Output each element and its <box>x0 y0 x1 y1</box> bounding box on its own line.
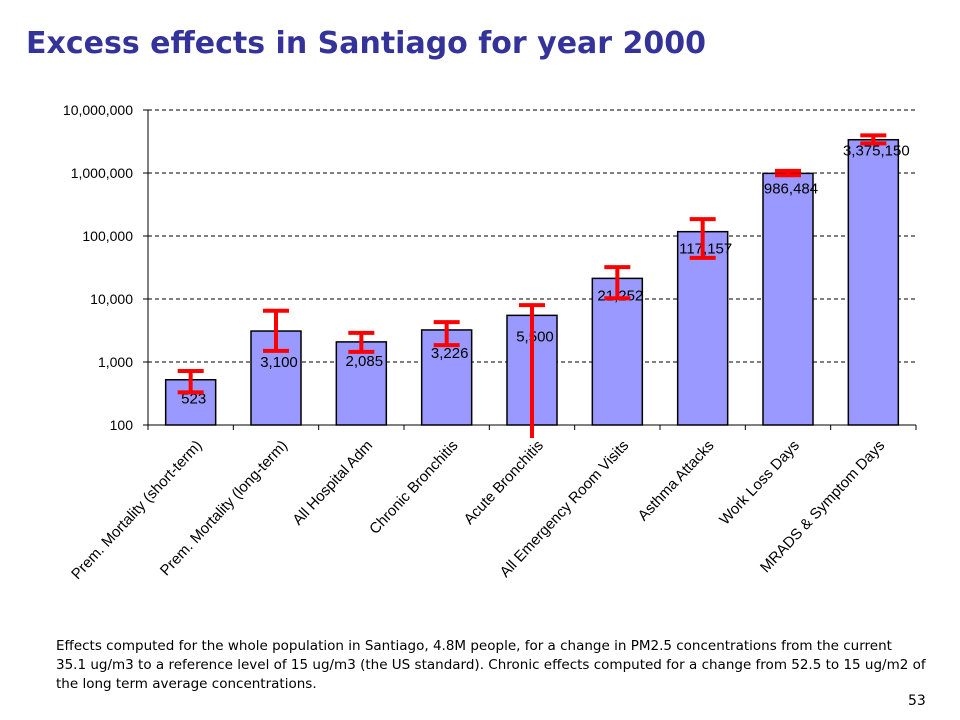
category-label: Asthma Attacks <box>635 437 718 524</box>
bar <box>420 329 473 426</box>
y-tick-label: 100 <box>110 417 134 433</box>
bar <box>591 277 644 426</box>
bar <box>762 172 814 426</box>
data-label: 3,226 <box>431 345 469 362</box>
footnote: Effects computed for the whole populatio… <box>56 638 926 692</box>
bar <box>847 138 900 426</box>
bar-chart: 100 1,000 10,000 100,000 1,000,000 10,000,000… <box>63 102 917 583</box>
y-tick-label: 100,000 <box>82 228 133 244</box>
y-tick-label: 10,000,000 <box>63 102 133 118</box>
slide-title: Excess effects in Santiago for year 2000 <box>26 26 707 61</box>
category-label: All Hospital Adm <box>289 437 376 528</box>
data-label: 523 <box>181 391 206 408</box>
data-label: 117,157 <box>679 241 732 258</box>
data-label: 3,375,150 <box>843 143 910 160</box>
bar <box>335 341 388 426</box>
data-label: 2,085 <box>346 353 384 370</box>
category-label: Chronic Bronchitis <box>366 437 461 538</box>
data-label: 3,100 <box>260 354 298 371</box>
category-label: Acute Bronchitis <box>461 437 547 528</box>
y-tick-label: 10,000 <box>90 291 133 307</box>
bar <box>676 230 729 426</box>
y-tick-label: 1,000,000 <box>71 165 133 181</box>
data-label: 5,500 <box>516 328 554 345</box>
category-label: Work Loss Days <box>716 437 803 528</box>
page-number: 53 <box>908 693 926 709</box>
y-tick-label: 1,000 <box>98 354 133 370</box>
data-label: 21,252 <box>597 287 643 304</box>
data-label: 986,484 <box>764 180 818 197</box>
